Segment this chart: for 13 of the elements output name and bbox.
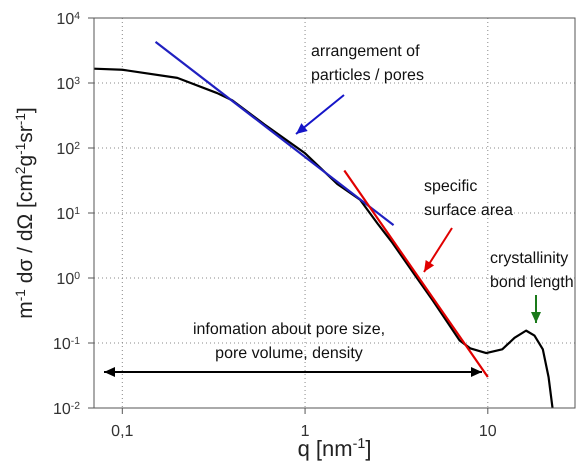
y-tick-label: 10$^{3}$ (56, 76, 80, 93)
annotation: crystallinity bond length (490, 250, 574, 291)
x-tick-label: 0,1 (111, 423, 134, 440)
x-tick-label: 10 (478, 423, 497, 440)
annotation: specific surface area (424, 178, 514, 219)
y-tick-label: 10$^{-1}$ (52, 336, 80, 353)
y-tick-label: 10$^{1}$ (56, 206, 80, 223)
y-tick-label: 10$^{2}$ (56, 140, 80, 158)
y-tick-label: 10$^{4}$ (56, 10, 80, 28)
y-tick-label: 10$^{0}$ (56, 270, 80, 288)
annotation: infomation about pore size, pore volume, density (192, 321, 386, 362)
annotation: arrangement of particles / pores (311, 43, 424, 84)
y-tick-label: 10$^{-2}$ (52, 400, 80, 418)
